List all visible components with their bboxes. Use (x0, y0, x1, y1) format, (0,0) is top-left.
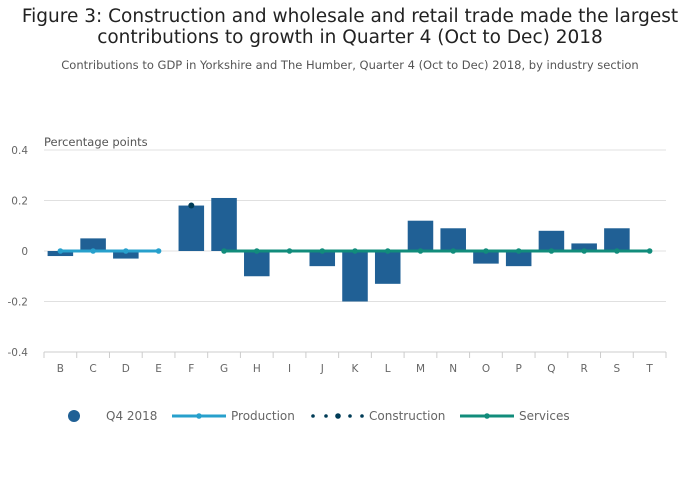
construction-point (188, 202, 195, 209)
x-tick-label: G (220, 363, 228, 375)
x-tick-label: M (416, 363, 425, 375)
production-point (90, 248, 96, 254)
x-tick-label: B (57, 363, 64, 375)
legend-dot-construction (311, 414, 315, 418)
x-tick-label: D (122, 363, 130, 375)
services-point (253, 248, 260, 254)
x-tick-label: O (482, 363, 490, 375)
services-point (515, 248, 522, 254)
bar-M (407, 220, 434, 251)
services-point (548, 248, 555, 254)
services-point (483, 248, 489, 254)
bar-N (440, 228, 466, 251)
x-tick-label: P (516, 363, 522, 375)
bar-D (113, 251, 139, 259)
chart-title: Figure 3: Construction and wholesale and… (0, 6, 700, 48)
legend-marker-q4-2018 (68, 410, 80, 422)
x-tick-label: Q (547, 363, 555, 375)
bar-Q (538, 230, 565, 251)
production-point (123, 248, 129, 254)
production-point (57, 248, 64, 254)
services-point (221, 248, 227, 254)
bar-H (244, 251, 270, 277)
x-tick-label: L (385, 363, 391, 375)
chart-title-line-1: Figure 3: Construction and wholesale and… (21, 6, 679, 27)
bar-S (604, 228, 630, 251)
legend-label-production: Production (231, 409, 295, 423)
legend-dot-construction (324, 414, 328, 418)
bar-C (80, 238, 106, 251)
services-point (319, 248, 326, 254)
chart-title-line-2: contributions to growth in Quarter 4 (Oc… (97, 27, 603, 48)
bar-F (178, 205, 205, 251)
production-point (155, 248, 162, 254)
legend-label-services: Services (519, 409, 570, 423)
legend-marker-production (196, 413, 202, 419)
y-tick-label: 0 (21, 246, 28, 258)
y-axis-label: Percentage points (44, 135, 148, 149)
x-tick-label: T (645, 363, 653, 375)
x-tick-label: S (614, 363, 621, 375)
services-point (646, 248, 653, 254)
x-tick-label: R (581, 363, 588, 375)
x-tick-label: I (288, 363, 291, 375)
services-point (384, 248, 391, 254)
x-tick-label: N (449, 363, 457, 375)
x-tick-label: C (89, 363, 96, 375)
chart-subtitle: Contributions to GDP in Yorkshire and Th… (61, 58, 639, 72)
services-point (614, 248, 620, 254)
legend-dot-construction (360, 414, 364, 418)
services-point (581, 248, 587, 254)
bar-O (473, 251, 499, 264)
bar-G (211, 197, 237, 251)
bar-R (571, 243, 597, 251)
x-tick-label: F (188, 363, 194, 375)
bar-L (374, 251, 401, 284)
y-tick-label: 0.4 (11, 145, 28, 157)
x-tick-label: E (155, 363, 162, 375)
legend-marker-construction (335, 413, 341, 419)
services-point (450, 248, 457, 254)
x-tick-label: K (352, 363, 360, 375)
bar-P (505, 251, 532, 267)
legend-marker-services (484, 413, 490, 419)
bar-K (342, 251, 368, 302)
services-point (352, 248, 358, 254)
x-tick-label: J (320, 363, 324, 375)
bar-J (309, 251, 336, 267)
x-tick-label: H (253, 363, 261, 375)
services-point (286, 248, 293, 254)
legend-dot-construction (348, 414, 352, 418)
legend-label-q4-2018: Q4 2018 (106, 409, 157, 423)
y-tick-label: -0.2 (8, 297, 29, 309)
legend-label-construction: Construction (369, 409, 445, 423)
y-tick-label: -0.4 (8, 347, 29, 359)
services-point (417, 248, 424, 254)
y-tick-label: 0.2 (11, 196, 28, 208)
